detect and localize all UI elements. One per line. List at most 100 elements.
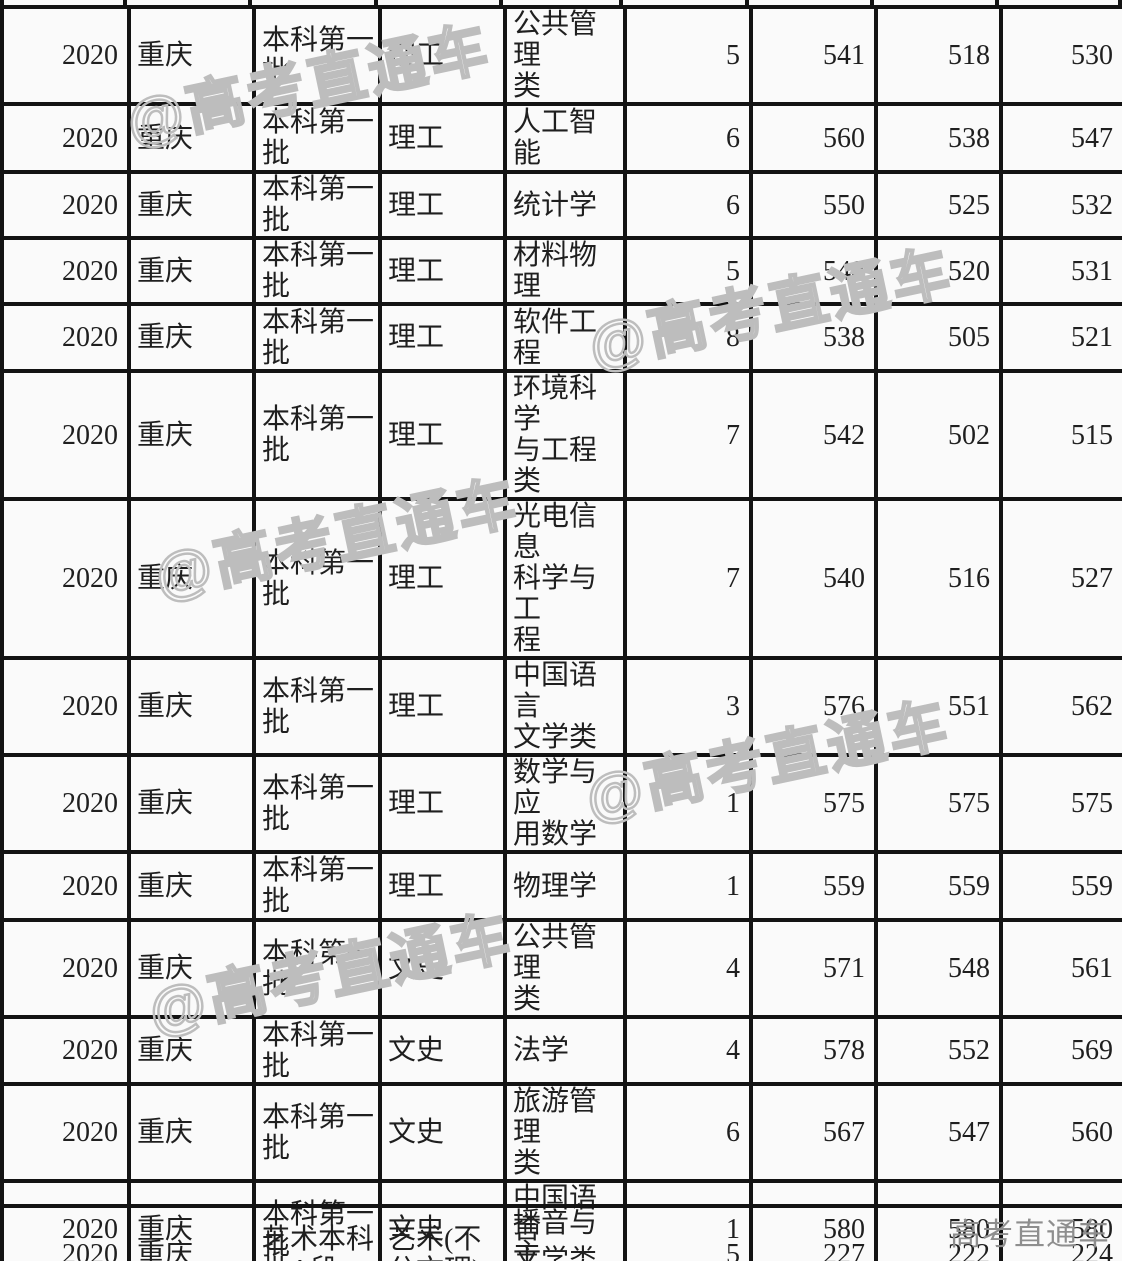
cell-score-3: 515 bbox=[999, 369, 1122, 501]
cell-count: 1 bbox=[623, 850, 753, 922]
table-row: 2020 重庆 本科第一 批理工 中国语言 文学类 3 576 551 562 bbox=[0, 656, 1122, 757]
cell-score-1: 540 bbox=[749, 497, 878, 660]
table-row: 2020 重庆 本科第一 批理工 人工智能 6 560 538 547 bbox=[0, 102, 1122, 174]
table-row: 2020 重庆 本科第一 批理工 公共管理 类 5 541 518 530 bbox=[0, 5, 1122, 106]
grid-stub bbox=[374, 0, 378, 6]
cell-score-1: 227 bbox=[749, 1204, 878, 1261]
cell-province: 重庆 bbox=[127, 170, 256, 240]
cell-score-3: 527 bbox=[999, 497, 1122, 660]
cell-score-3: 561 bbox=[999, 918, 1122, 1019]
cell-score-2: 551 bbox=[874, 656, 1003, 757]
cell-score-1: 542 bbox=[749, 369, 878, 501]
grid-stub bbox=[1118, 0, 1122, 6]
cell-province: 重庆 bbox=[127, 850, 256, 922]
table-row: 2020 重庆 本科第一 批文史 公共管理 类 4 571 548 561 bbox=[0, 918, 1122, 1019]
cell-batch: 本科第一 批 bbox=[252, 102, 382, 174]
grid-stub bbox=[248, 0, 252, 6]
cell-subject-type: 理工 bbox=[378, 369, 507, 501]
cell-batch: 艺术本科 批A段 bbox=[252, 1204, 382, 1261]
cell-major: 统计学 bbox=[503, 170, 627, 240]
cell-score-2: 575 bbox=[874, 753, 1003, 854]
cell-subject-type: 文史 bbox=[378, 1015, 507, 1086]
cell-score-1: 575 bbox=[749, 753, 878, 854]
cell-score-3: 560 bbox=[999, 1082, 1122, 1183]
cell-year: 2020 bbox=[0, 369, 131, 501]
cell-batch: 本科第一 批 bbox=[252, 918, 382, 1019]
cell-batch: 本科第一 批 bbox=[252, 1082, 382, 1183]
cell-subject-type: 文史 bbox=[378, 1082, 507, 1183]
cell-province: 重庆 bbox=[127, 1082, 256, 1183]
cell-score-1: 559 bbox=[749, 850, 878, 922]
cell-year: 2020 bbox=[0, 753, 131, 854]
cell-count: 3 bbox=[623, 656, 753, 757]
cell-count: 5 bbox=[623, 236, 753, 306]
cell-major: 物理学 bbox=[503, 850, 627, 922]
cell-subject-type: 理工 bbox=[378, 656, 507, 757]
cell-province: 重庆 bbox=[127, 918, 256, 1019]
table-row: 2020 重庆 本科第一 批文史 旅游管理 类 6 567 547 560 bbox=[0, 1082, 1122, 1183]
cell-score-3: 562 bbox=[999, 656, 1122, 757]
cell-year: 2020 bbox=[0, 236, 131, 306]
cell-batch: 本科第一 批 bbox=[252, 302, 382, 373]
cell-subject-type: 理工 bbox=[378, 753, 507, 854]
cell-province: 重庆 bbox=[127, 369, 256, 501]
cell-score-1: 571 bbox=[749, 918, 878, 1019]
cell-score-2: 222 bbox=[874, 1204, 1003, 1261]
cell-score-2: 520 bbox=[874, 236, 1003, 306]
cell-year: 2020 bbox=[0, 5, 131, 106]
cell-score-1: 538 bbox=[749, 302, 878, 373]
cell-province: 重庆 bbox=[127, 1015, 256, 1086]
cell-province: 重庆 bbox=[127, 102, 256, 174]
cell-score-2: 518 bbox=[874, 5, 1003, 106]
cell-subject-type: 理工 bbox=[378, 497, 507, 660]
grid-stub bbox=[619, 0, 623, 6]
cell-major: 法学 bbox=[503, 1015, 627, 1086]
cell-score-3: 575 bbox=[999, 753, 1122, 854]
cell-subject-type: 理工 bbox=[378, 5, 507, 106]
cell-score-3: 530 bbox=[999, 5, 1122, 106]
cell-score-2: 505 bbox=[874, 302, 1003, 373]
cell-score-1: 550 bbox=[749, 170, 878, 240]
cell-score-1: 578 bbox=[749, 1015, 878, 1086]
cell-subject-type: 文史 bbox=[378, 918, 507, 1019]
cell-score-3: 547 bbox=[999, 102, 1122, 174]
table-row: 2020 重庆 本科第一 批理工 光电信息 科学与工 程 7 540 516 527 bbox=[0, 497, 1122, 660]
cell-score-1: 548 bbox=[749, 236, 878, 306]
cell-province: 重庆 bbox=[127, 236, 256, 306]
cell-year: 2020 bbox=[0, 1015, 131, 1086]
cell-score-2: 516 bbox=[874, 497, 1003, 660]
cell-batch: 本科第一 批 bbox=[252, 656, 382, 757]
cell-year: 2020 bbox=[0, 102, 131, 174]
table-row: 2020 重庆 本科第一 批理工 材料物理 5 548 520 531 bbox=[0, 236, 1122, 306]
cell-province: 重庆 bbox=[127, 656, 256, 757]
cell-year: 2020 bbox=[0, 170, 131, 240]
cell-year: 2020 bbox=[0, 850, 131, 922]
cell-score-3: 559 bbox=[999, 850, 1122, 922]
cell-major: 软件工程 bbox=[503, 302, 627, 373]
table-row: 2020 重庆 本科第一 批理工 数学与应 用数学 1 575 575 575 bbox=[0, 753, 1122, 854]
cell-subject-type: 理工 bbox=[378, 302, 507, 373]
cell-score-1: 567 bbox=[749, 1082, 878, 1183]
cell-province: 重庆 bbox=[127, 753, 256, 854]
cell-major: 旅游管理 类 bbox=[503, 1082, 627, 1183]
cell-score-2: 552 bbox=[874, 1015, 1003, 1086]
cell-count: 8 bbox=[623, 302, 753, 373]
cell-subject-type: 理工 bbox=[378, 102, 507, 174]
main-table-body: 2020 重庆 本科第一 批理工 公共管理 类 5 541 518 530 2020 重庆 本科第一… bbox=[0, 5, 1122, 1261]
cell-count: 7 bbox=[623, 497, 753, 660]
cell-batch: 本科第一 批 bbox=[252, 5, 382, 106]
cell-score-1: 576 bbox=[749, 656, 878, 757]
cell-major: 数学与应 用数学 bbox=[503, 753, 627, 854]
grid-stub bbox=[745, 0, 749, 6]
cell-count: 7 bbox=[623, 369, 753, 501]
cell-province: 重庆 bbox=[127, 5, 256, 106]
cell-score-2: 559 bbox=[874, 850, 1003, 922]
cell-count: 5 bbox=[623, 1204, 753, 1261]
grid-stub bbox=[995, 0, 999, 6]
cell-score-2: 538 bbox=[874, 102, 1003, 174]
cell-major: 材料物理 bbox=[503, 236, 627, 306]
cell-count: 1 bbox=[623, 753, 753, 854]
cell-score-3: 531 bbox=[999, 236, 1122, 306]
